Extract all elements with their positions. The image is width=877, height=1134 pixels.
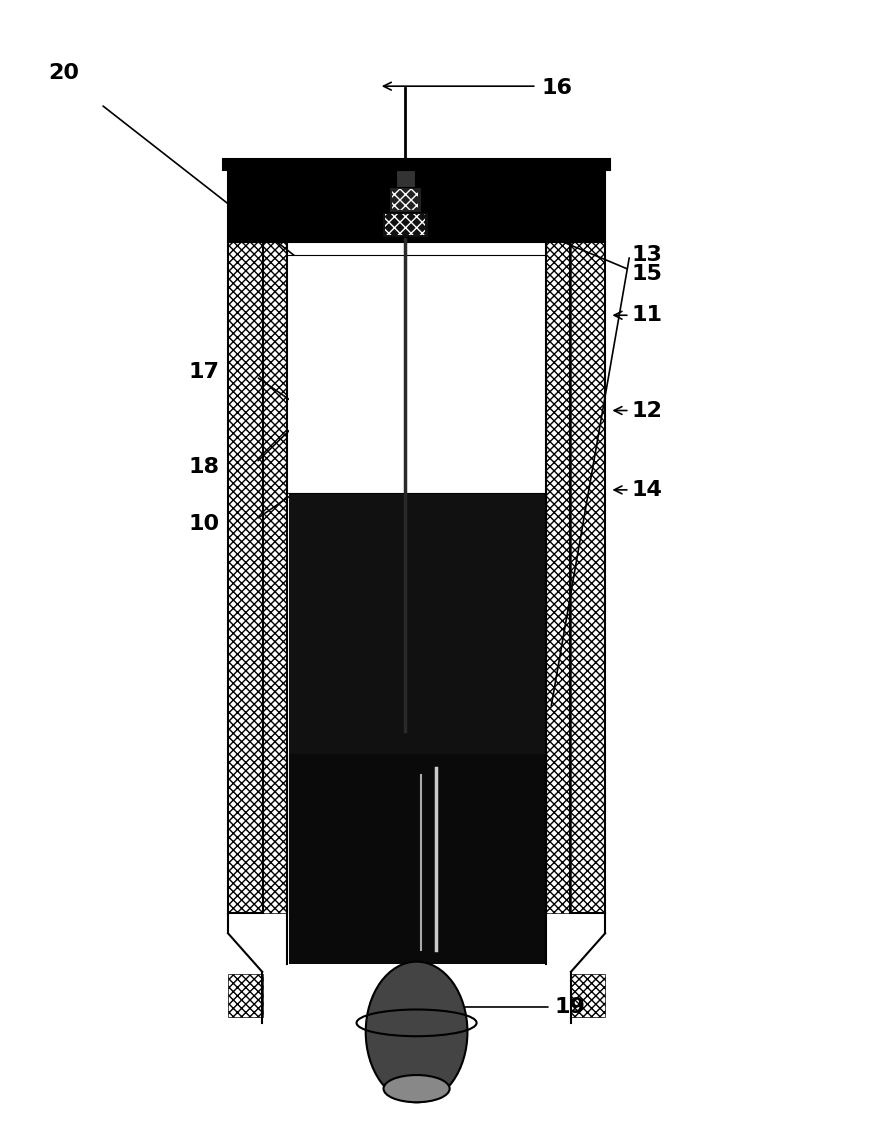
Text: 19: 19 [554, 997, 585, 1017]
Bar [262, 242, 287, 913]
Text: 12: 12 [631, 400, 662, 421]
Text: 10: 10 [189, 514, 219, 534]
Bar [223, 159, 610, 170]
Ellipse shape [383, 1075, 450, 1102]
Bar [382, 212, 428, 237]
Text: 11: 11 [631, 305, 662, 325]
Text: 13: 13 [631, 245, 662, 265]
Text: 15: 15 [631, 264, 662, 285]
Bar [385, 214, 425, 235]
Text: 18: 18 [189, 457, 219, 477]
Text: 14: 14 [631, 480, 662, 500]
Bar [289, 493, 545, 754]
Bar [228, 974, 263, 1017]
Bar [289, 255, 545, 493]
Text: 20: 20 [48, 62, 79, 83]
Bar [228, 164, 605, 242]
Bar [289, 754, 545, 964]
Bar [546, 242, 571, 913]
Text: 16: 16 [542, 78, 573, 99]
Bar [570, 974, 605, 1017]
Ellipse shape [366, 962, 467, 1102]
Bar [392, 189, 418, 210]
Bar [570, 242, 605, 913]
Text: 17: 17 [189, 362, 219, 382]
Bar [389, 187, 421, 212]
Bar [396, 170, 415, 187]
Bar [228, 242, 263, 913]
